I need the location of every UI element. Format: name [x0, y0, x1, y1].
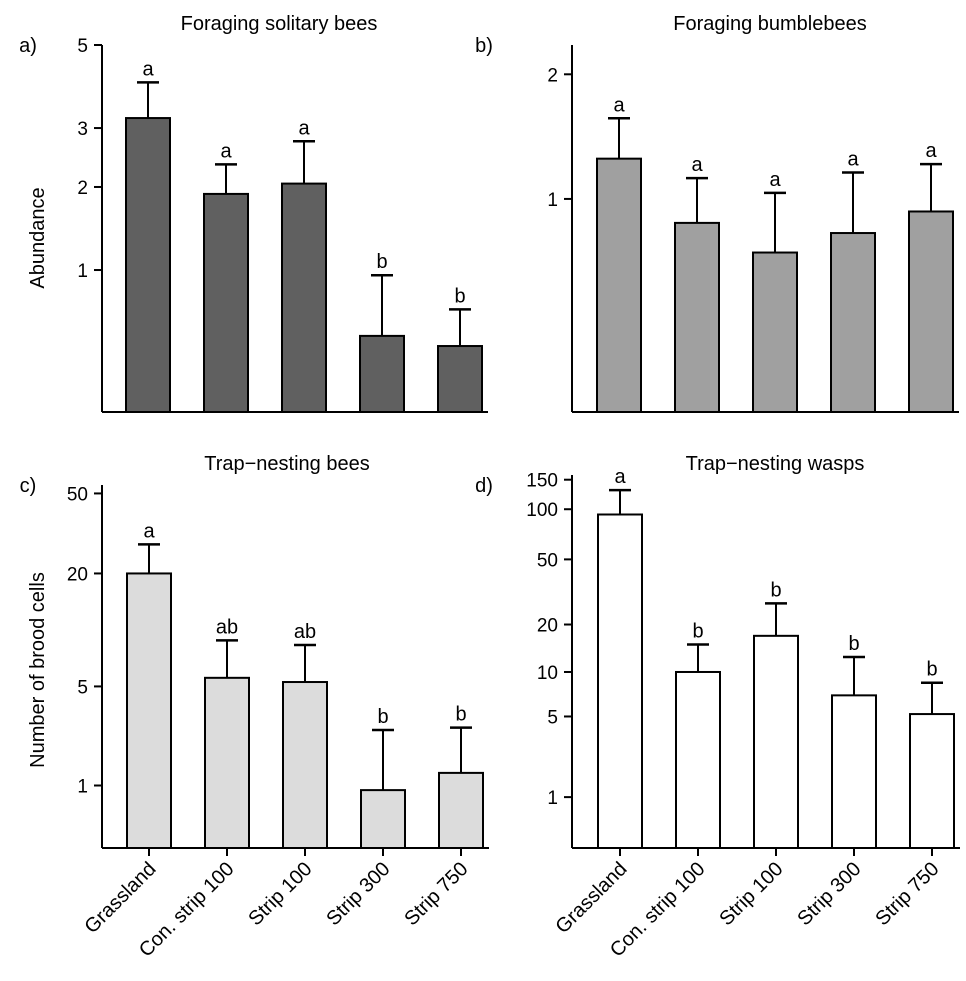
bar-3 — [752, 251, 798, 413]
significance-letter: a — [142, 58, 154, 80]
x-tick-label: Strip 300 — [322, 858, 394, 930]
y-tick-label: 1 — [77, 776, 88, 797]
y-tick-label: 2 — [77, 178, 88, 199]
y-tick-label: 5 — [77, 36, 88, 57]
y-tick-label: 1 — [547, 190, 558, 211]
significance-letter: ab — [216, 616, 238, 638]
bar-5 — [909, 713, 955, 850]
x-tick-label: Strip 750 — [400, 858, 472, 930]
y-tick-label: 2 — [547, 65, 558, 86]
significance-letter: a — [691, 154, 703, 176]
y-tick-label: 3 — [77, 119, 88, 140]
panel-3: Trap−nesting beesc)152050aGrasslandabCon… — [20, 453, 489, 962]
bar-2 — [674, 221, 720, 413]
significance-letter: b — [454, 285, 465, 307]
significance-letter: b — [770, 579, 781, 601]
y-tick-label: 10 — [537, 663, 558, 684]
x-tick-label: Grassland — [552, 858, 632, 938]
significance-letter: a — [220, 140, 232, 162]
x-tick-label: Strip 300 — [793, 858, 865, 930]
y-tick-label: 20 — [537, 616, 558, 637]
significance-letter: b — [926, 659, 937, 681]
y-tick-label: 100 — [526, 500, 558, 521]
significance-letter: b — [848, 633, 859, 655]
y-tick-label: 5 — [547, 707, 558, 728]
significance-letter: b — [376, 251, 387, 273]
bar-4 — [831, 694, 877, 849]
bar-4 — [359, 334, 405, 413]
bar-1 — [125, 117, 171, 413]
bar-5 — [438, 771, 484, 849]
bar-2 — [203, 192, 249, 413]
panel-label: b) — [475, 35, 493, 57]
panel-label: d) — [475, 475, 493, 497]
x-tick-label: Grassland — [81, 858, 161, 938]
x-tick-label: Strip 100 — [244, 858, 316, 930]
panel-1: Foraging solitary bees a) 1 2 3 5 a a a b b — [19, 13, 488, 413]
significance-letter: a — [143, 520, 155, 542]
y-tick-label: 20 — [67, 564, 88, 585]
y-tick-label: 50 — [67, 484, 88, 505]
x-tick-label: Strip 750 — [871, 858, 943, 930]
significance-letter: a — [298, 117, 310, 139]
y-tick-label: 1 — [547, 788, 558, 809]
bar-4 — [360, 789, 406, 849]
significance-letter: a — [925, 140, 937, 162]
significance-letter: a — [769, 169, 781, 191]
bar-2 — [675, 670, 721, 849]
panel-title: Trap−nesting wasps — [686, 453, 865, 475]
bar-1 — [596, 157, 642, 413]
ylabel-brood-cells: Number of brood cells — [27, 572, 49, 768]
panel-title: Foraging solitary bees — [181, 13, 378, 35]
panel-2: Foraging bumblebees b) 1 2 a a a a a — [475, 13, 959, 413]
significance-letter: a — [847, 148, 859, 170]
x-tick-label: Strip 100 — [715, 858, 787, 930]
bar-3 — [281, 182, 327, 413]
bar-3 — [753, 634, 799, 849]
bar-4 — [830, 232, 876, 413]
y-tick-label: 1 — [77, 261, 88, 282]
bar-5 — [908, 210, 954, 413]
significance-letter: b — [692, 620, 703, 642]
bar-5 — [437, 345, 483, 413]
panel-label: a) — [19, 35, 37, 57]
y-tick-label: 5 — [77, 677, 88, 698]
significance-letter: a — [613, 94, 625, 116]
panel-label: c) — [20, 475, 37, 497]
bar-2 — [204, 676, 250, 849]
ylabel-abundance: Abundance — [27, 187, 49, 288]
significance-letter: b — [455, 704, 466, 726]
bar-1 — [597, 513, 643, 849]
panel-4: Trap−nesting wasps d) 1 5 10 20 50 100 150 a Grass… — [475, 453, 960, 962]
panel-title: Trap−nesting bees — [204, 453, 369, 475]
panel-title: Foraging bumblebees — [673, 13, 866, 35]
significance-letter: ab — [294, 621, 316, 643]
bar-1 — [126, 572, 172, 849]
bar-3 — [282, 681, 328, 850]
significance-letter: a — [614, 466, 626, 488]
significance-letter: b — [377, 706, 388, 728]
y-tick-label: 50 — [537, 550, 558, 571]
y-tick-label: 150 — [526, 471, 558, 492]
